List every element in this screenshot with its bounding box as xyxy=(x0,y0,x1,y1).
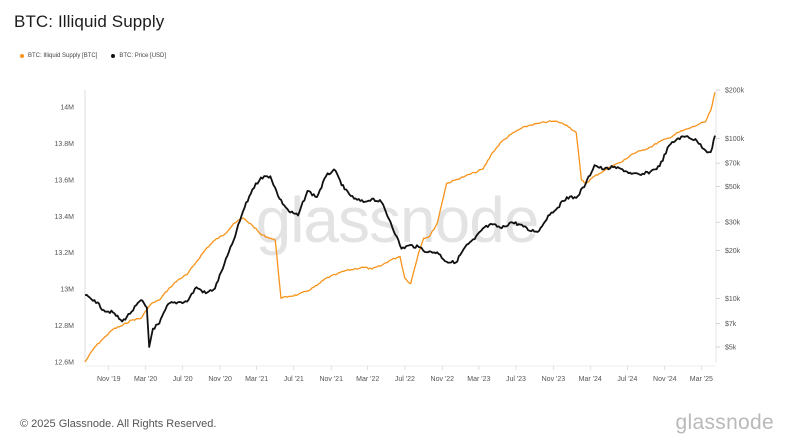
chart-area: glassnode 14M 13.8M 13.6M 13.4M 13.2M 13M 12.8… xyxy=(55,88,745,384)
x-tick-label: Mar '25 xyxy=(690,376,713,383)
x-tick-label: Jul '23 xyxy=(506,376,526,383)
chart-legend: BTC: Illiquid Supply [BTC] BTC: Price [U… xyxy=(20,53,166,59)
x-tick-label: Mar '21 xyxy=(245,376,268,383)
x-tick-label: Nov '20 xyxy=(208,376,232,383)
x-tick-label: Mar '23 xyxy=(467,376,490,383)
right-tick-label: $20k xyxy=(725,248,741,255)
x-tick-label: Mar '20 xyxy=(134,376,157,383)
watermark: glassnode xyxy=(256,184,539,256)
series-layer xyxy=(84,92,716,363)
x-tick-label: Jul '22 xyxy=(395,376,415,383)
legend-item-illiquid-supply[interactable]: BTC: Illiquid Supply [BTC] xyxy=(20,53,97,59)
x-tick-label: Nov '19 xyxy=(97,376,121,383)
left-tick-label: 13.4M xyxy=(55,214,75,221)
legend-swatch-black xyxy=(111,54,116,58)
left-tick-label: 13.6M xyxy=(55,177,75,184)
x-tick-label: Nov '24 xyxy=(653,376,677,383)
x-tick-label: Mar '24 xyxy=(579,376,602,383)
brand-logo-text: glassnode xyxy=(675,411,774,434)
left-tick-label: 12.8M xyxy=(55,323,75,330)
x-tick-label: Jul '20 xyxy=(173,376,193,383)
x-tick-label: Mar '22 xyxy=(356,376,379,383)
x-tick-label: Nov '21 xyxy=(319,376,343,383)
x-axis: Nov '19 Mar '20 Jul '20 Nov '20 Mar '21 Jul '… xyxy=(85,365,716,383)
illiquid-supply-line xyxy=(84,92,716,363)
x-tick-label: Nov '23 xyxy=(542,376,566,383)
right-tick-label: $200k xyxy=(725,88,745,95)
left-tick-label: 13M xyxy=(60,287,74,294)
x-tick-label: Jul '24 xyxy=(617,376,637,383)
x-tick-label: Nov '22 xyxy=(431,376,455,383)
right-tick-label: $30k xyxy=(725,220,741,227)
legend-item-price[interactable]: BTC: Price [USD] xyxy=(111,53,166,59)
left-axis: 14M 13.8M 13.6M 13.4M 13.2M 13M 12.8M 12.6M xyxy=(55,90,86,367)
price-line xyxy=(84,135,716,348)
legend-swatch-orange xyxy=(20,54,24,58)
right-tick-label: $70k xyxy=(725,161,741,168)
left-tick-label: 13.2M xyxy=(55,250,75,257)
legend-label: BTC: Illiquid Supply [BTC] xyxy=(28,53,98,59)
chart-title: BTC: Illiquid Supply xyxy=(14,12,165,31)
left-tick-label: 12.6M xyxy=(55,360,75,367)
right-axis: $200k $100k $70k $50k $30k $20k $10k $7k $5k xyxy=(715,88,745,362)
right-tick-label: $100k xyxy=(725,136,745,143)
right-tick-label: $50k xyxy=(725,184,741,191)
left-tick-label: 13.8M xyxy=(55,141,75,148)
copyright-text: © 2025 Glassnode. All Rights Reserved. xyxy=(20,418,217,430)
left-tick-label: 14M xyxy=(60,105,74,112)
right-tick-label: $7k xyxy=(725,321,737,328)
legend-label: BTC: Price [USD] xyxy=(119,53,167,59)
right-tick-label: $10k xyxy=(725,296,741,303)
right-tick-label: $5k xyxy=(725,345,737,352)
x-tick-label: Jul '21 xyxy=(284,376,304,383)
